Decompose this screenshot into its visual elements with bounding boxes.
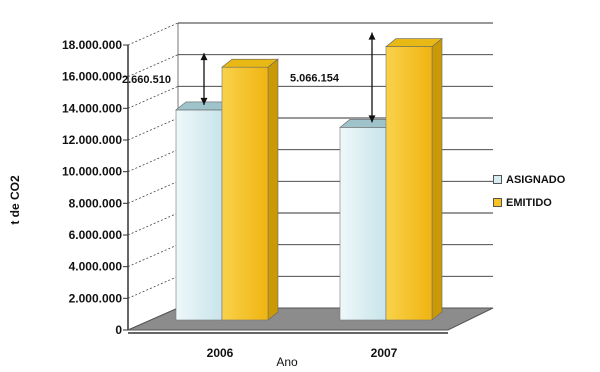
gridline-diagonal — [127, 275, 179, 299]
gridline-diagonal — [127, 212, 179, 236]
plot-walls — [127, 23, 179, 330]
difference-label: 2.660.510 — [122, 74, 171, 86]
arrowhead-down — [200, 97, 208, 105]
gridline-diagonal — [127, 22, 179, 46]
arrowhead-up — [200, 53, 208, 61]
y-tick-label: 0 — [115, 323, 122, 337]
bar-side-emitido-2007 — [431, 37, 443, 321]
y-tick-label: 18.000.000 — [62, 38, 122, 52]
x-category-labels: 2006 2007 — [207, 346, 398, 360]
difference-label: 5.066.154 — [290, 72, 340, 84]
gridline-diagonal — [127, 54, 179, 78]
x-axis-title: Ano — [276, 355, 298, 369]
difference-annotations: 2.660.510 5.066.154 — [122, 32, 376, 123]
bar-top-emitido-2007 — [385, 38, 443, 47]
bar-emitido-2007 — [385, 46, 433, 321]
gridline-diagonal — [127, 244, 179, 268]
y-tick-label: 12.000.000 — [62, 133, 122, 147]
legend: ASIGNADO EMITIDO — [493, 173, 565, 219]
y-tick-label: 10.000.000 — [62, 165, 122, 179]
y-axis-title: t de CO2 — [8, 175, 22, 225]
bar-emitido-2006 — [221, 66, 269, 321]
legend-item-emitido: EMITIDO — [493, 196, 565, 209]
y-tick-label: 4.000.000 — [69, 260, 123, 274]
y-tick-label: 14.000.000 — [62, 101, 122, 115]
arrowhead-down — [368, 115, 376, 123]
bar-side-emitido-2006 — [267, 58, 279, 321]
y-tick-label: 2.000.000 — [69, 291, 123, 305]
bars — [175, 37, 443, 321]
gridline-diagonal — [127, 117, 179, 141]
bar-asignado-2007 — [339, 127, 387, 321]
bar-asignado-2006 — [175, 109, 223, 321]
y-tick-label: 16.000.000 — [62, 70, 122, 84]
x-category-label: 2007 — [371, 346, 398, 360]
y-tick-label: 8.000.000 — [69, 196, 123, 210]
legend-item-asignado: ASIGNADO — [493, 173, 565, 186]
y-tick-labels: 0 2.000.000 4.000.000 6.000.000 8.000.000 10.… — [62, 38, 122, 337]
legend-swatch-asignado — [493, 175, 502, 184]
gridline-diagonal — [127, 85, 179, 109]
x-category-label: 2006 — [207, 346, 234, 360]
gridline-diagonal — [127, 180, 179, 204]
bar-top-emitido-2006 — [221, 58, 279, 68]
legend-swatch-emitido — [493, 198, 502, 207]
gridline-diagonal — [127, 149, 179, 173]
legend-label-asignado: ASIGNADO — [506, 173, 566, 186]
y-tick-label: 6.000.000 — [69, 228, 123, 242]
arrowhead-up — [368, 32, 376, 40]
legend-label-emitido: EMITIDO — [506, 196, 552, 209]
